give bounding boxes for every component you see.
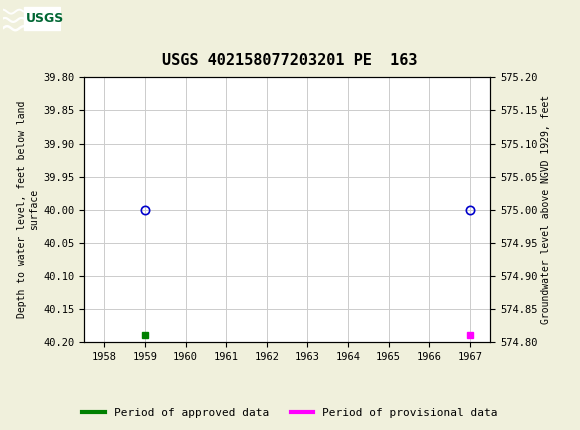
Legend: Period of approved data, Period of provisional data: Period of approved data, Period of provi… xyxy=(78,403,502,422)
Y-axis label: Depth to water level, feet below land
surface: Depth to water level, feet below land su… xyxy=(17,101,39,318)
Bar xyxy=(24,7,60,30)
Text: USGS: USGS xyxy=(26,12,64,25)
Y-axis label: Groundwater level above NGVD 1929, feet: Groundwater level above NGVD 1929, feet xyxy=(542,95,552,324)
Text: USGS 402158077203201 PE  163: USGS 402158077203201 PE 163 xyxy=(162,53,418,68)
